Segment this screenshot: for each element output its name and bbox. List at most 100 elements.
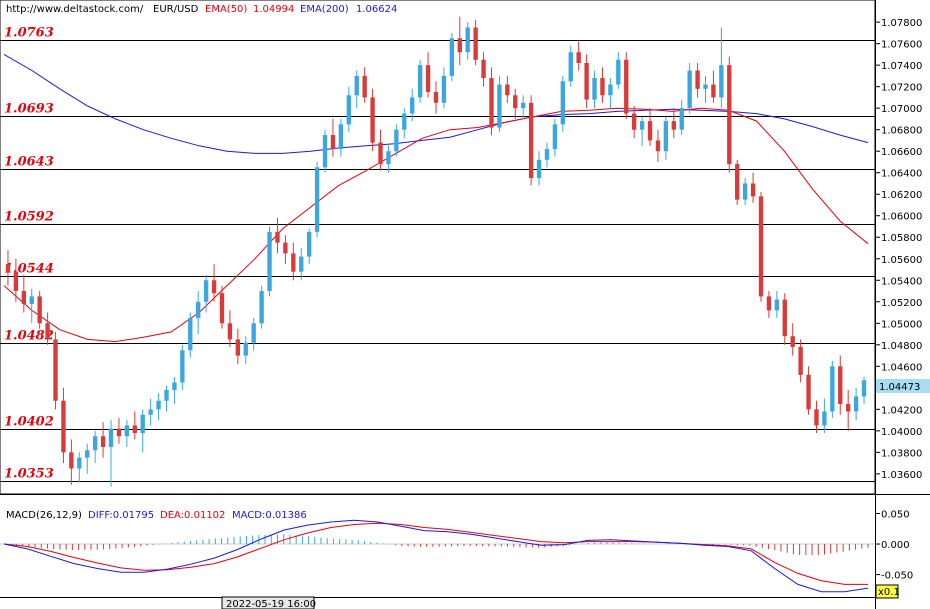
macd-panel: 0.050 0.000 -0.050 bbox=[0, 509, 913, 593]
candle-body bbox=[830, 366, 835, 412]
candle-body bbox=[148, 409, 153, 415]
candle-body bbox=[164, 389, 169, 401]
price-tick-label: 1.04600 bbox=[881, 362, 922, 373]
candle-body bbox=[473, 27, 478, 60]
candle-body bbox=[560, 81, 566, 125]
candle-body bbox=[172, 382, 177, 390]
candle-body bbox=[140, 414, 145, 433]
candle-body bbox=[283, 242, 288, 254]
candle-body bbox=[53, 339, 58, 401]
candle-body bbox=[719, 65, 724, 98]
candle-body bbox=[505, 84, 510, 96]
header-ema200-value: 1.06624 bbox=[356, 4, 397, 15]
candle-body bbox=[687, 70, 692, 109]
price-tick-label: 1.05400 bbox=[881, 276, 922, 287]
macd-dea: DEA:0.01102 bbox=[160, 510, 225, 521]
header-ema200-label: EMA(200) bbox=[300, 4, 349, 15]
candle-body bbox=[13, 271, 19, 292]
date-label-box bbox=[221, 596, 315, 609]
candle-body bbox=[798, 346, 803, 375]
candle-body bbox=[861, 380, 867, 397]
candle-body bbox=[386, 151, 391, 165]
candle-body bbox=[306, 231, 312, 257]
price-tick-label: 1.06000 bbox=[881, 212, 922, 223]
candle-body bbox=[592, 78, 597, 100]
candle-body bbox=[695, 70, 700, 89]
price-tick-label: 1.03600 bbox=[881, 470, 922, 481]
candle-body bbox=[774, 299, 780, 311]
current-price-tag bbox=[876, 379, 930, 393]
candle-body bbox=[616, 59, 621, 85]
price-tick-label: 1.06600 bbox=[881, 147, 922, 158]
candle-body bbox=[37, 296, 42, 324]
macd-tick-label: 0.000 bbox=[881, 540, 910, 551]
candle-body bbox=[846, 403, 851, 412]
date-label: 2022-05-19 16:00 bbox=[226, 599, 316, 609]
candle-body bbox=[116, 428, 122, 437]
candle-body bbox=[259, 291, 264, 324]
candle-body bbox=[521, 102, 526, 109]
candle-body bbox=[45, 323, 50, 340]
price-tick-label: 1.06400 bbox=[881, 169, 922, 180]
candle-body bbox=[742, 183, 748, 200]
macd-diff-line bbox=[3, 519, 869, 593]
candle-body bbox=[735, 164, 740, 200]
candle-body bbox=[544, 149, 550, 160]
candle-body bbox=[322, 135, 328, 168]
candle-body bbox=[235, 339, 241, 356]
candle-body bbox=[655, 140, 661, 152]
macd-scale-badge bbox=[875, 584, 899, 599]
level-label: 1.0353 bbox=[4, 467, 54, 482]
candle-body bbox=[608, 84, 613, 96]
price-tick-label: 1.05000 bbox=[881, 319, 922, 330]
level-label: 1.0643 bbox=[4, 155, 54, 170]
level-label: 1.0544 bbox=[4, 262, 54, 277]
candle-body bbox=[156, 400, 161, 410]
candle-body bbox=[227, 323, 233, 340]
candle-body bbox=[291, 253, 296, 272]
candle-body bbox=[552, 124, 558, 150]
candle-body bbox=[639, 121, 645, 130]
candle-body bbox=[251, 323, 256, 343]
candle-body bbox=[362, 75, 367, 98]
macd-diff: DIFF:0.01795 bbox=[88, 510, 154, 521]
price-tick-label: 1.05800 bbox=[881, 233, 922, 244]
price-tick-label: 1.07600 bbox=[881, 40, 922, 51]
candle-body bbox=[29, 296, 34, 304]
candle-body bbox=[196, 301, 201, 318]
candle-body bbox=[108, 428, 114, 447]
candle-body bbox=[132, 425, 137, 433]
candle-body bbox=[528, 102, 534, 179]
candle-body bbox=[766, 296, 772, 311]
price-tick-label: 1.06800 bbox=[881, 126, 922, 137]
candle-body bbox=[790, 336, 795, 347]
header-url: http://www.deltastock.com/ bbox=[6, 4, 144, 15]
candle-body bbox=[481, 59, 486, 79]
candle-body bbox=[100, 436, 106, 447]
candle-body bbox=[433, 92, 439, 103]
candle-body bbox=[663, 121, 669, 152]
candle-body bbox=[568, 52, 573, 82]
level-label: 1.0592 bbox=[4, 210, 54, 225]
candle-body bbox=[489, 78, 494, 128]
candle-body bbox=[727, 65, 732, 165]
price-tick-label: 1.06200 bbox=[881, 190, 922, 201]
candlesticks bbox=[5, 16, 867, 487]
candle-body bbox=[417, 65, 423, 98]
candle-body bbox=[188, 317, 193, 351]
candle-body bbox=[346, 95, 351, 125]
price-tick-label: 1.07000 bbox=[881, 104, 922, 115]
candle-body bbox=[513, 95, 518, 109]
price-tick-label: 1.07400 bbox=[881, 61, 922, 72]
candle-body bbox=[703, 84, 708, 89]
candle-body bbox=[449, 38, 455, 76]
candle-body bbox=[679, 108, 684, 130]
candle-body bbox=[402, 113, 407, 130]
candle-body bbox=[370, 97, 375, 143]
price-panel bbox=[0, 0, 876, 495]
candle-body bbox=[750, 183, 756, 197]
price-tick-label: 1.03800 bbox=[881, 448, 922, 459]
candle-body bbox=[806, 374, 811, 410]
candle-body bbox=[758, 196, 764, 297]
price-tick-label: 1.07200 bbox=[881, 83, 922, 94]
